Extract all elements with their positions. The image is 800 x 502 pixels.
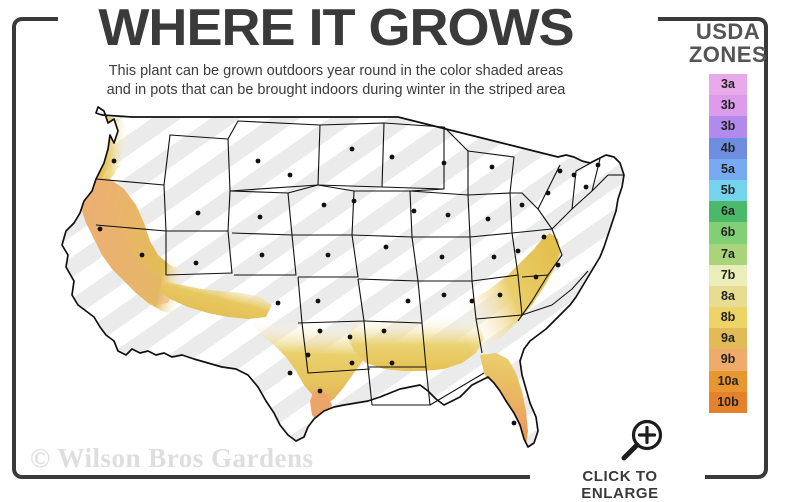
page-subtitle: This plant can be grown outdoors year ro… — [0, 62, 672, 100]
legend-swatch-list: 3a 3b 3b 4b 5a 5b 6a 6b 7a 7b 8a 8b 9a 9b 10a 10b — [672, 74, 784, 413]
legend-swatch-5b-5: 5b — [709, 179, 747, 202]
legend-swatch-3a-0: 3a — [709, 74, 747, 96]
subtitle-line-1: This plant can be grown outdoors year ro… — [108, 63, 564, 79]
legend-swatch-4b-3: 4b — [709, 137, 747, 159]
legend-swatch-3b-1: 3b — [709, 95, 747, 117]
legend-swatch-9b-13: 9b — [709, 349, 747, 371]
magnifier-plus-icon[interactable] — [617, 418, 665, 462]
usda-zones-legend: USDA ZONES 3a 3b 3b 4b 5a 5b 6a 6b 7a 7b 8a 8b 9a 9b 1… — [672, 20, 784, 413]
legend-swatch-9a-12: 9a — [709, 328, 747, 350]
legend-swatch-6a-6: 6a — [709, 201, 747, 223]
region-desert-southwest — [160, 281, 272, 319]
legend-title-line-2: ZONES — [688, 42, 768, 67]
click-to-enlarge-label[interactable]: CLICK TO ENLARGE — [581, 468, 659, 502]
legend-swatch-8a-10: 8a — [709, 285, 747, 308]
legend-swatch-10a-14: 10a — [709, 370, 747, 392]
frame-gap-top — [58, 10, 658, 26]
legend-swatch-10b-15: 10b — [709, 391, 747, 413]
legend-swatch-7a-8: 7a — [709, 243, 747, 265]
subtitle-line-2: and in pots that can be brought indoors … — [106, 82, 566, 98]
region-southeast-atlantic — [448, 233, 560, 355]
watermark: © Wilson Bros Gardens — [30, 443, 314, 473]
page-title: WHERE IT GROWS — [98, 0, 574, 57]
legend-swatch-7b-9: 7b — [709, 264, 747, 286]
us-outline — [61, 106, 625, 448]
map-svg[interactable] — [52, 105, 662, 450]
region-california-deep — [86, 197, 172, 305]
region-texas-gulf — [248, 319, 370, 405]
legend-swatch-3b-2: 3b — [709, 116, 747, 138]
color-shaded-regions — [80, 113, 560, 447]
legend-title-line-1: USDA — [695, 19, 761, 44]
capital-dots — [97, 146, 601, 426]
legend-swatch-5a-4: 5a — [709, 158, 747, 180]
state-borders — [95, 120, 624, 406]
legend-swatch-6b-7: 6b — [709, 222, 747, 244]
frame-gap-bottom — [530, 468, 705, 486]
legend-swatch-8b-11: 8b — [709, 307, 747, 329]
hardiness-zone-map[interactable] — [52, 105, 662, 450]
